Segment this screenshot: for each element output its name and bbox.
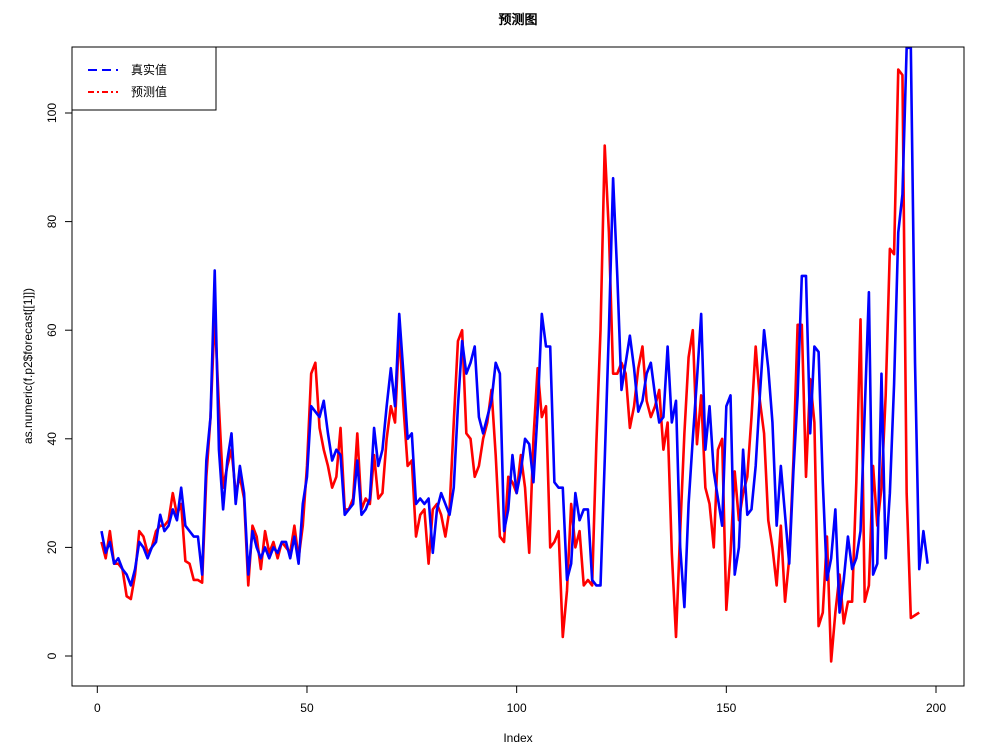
legend-box bbox=[71, 46, 217, 111]
series-line-real bbox=[100, 47, 929, 614]
x-axis-label: Index bbox=[503, 731, 532, 745]
y-tick-label: 0 bbox=[45, 652, 59, 659]
x-tick-label: 50 bbox=[300, 701, 314, 715]
chart-title: 预测图 bbox=[498, 12, 537, 28]
legend: 真实值 预测值 bbox=[71, 46, 217, 111]
y-axis-label: as.numeric(f.p2$forecast[[1]]) bbox=[21, 288, 35, 444]
x-tick-label: 200 bbox=[926, 701, 946, 715]
plot-box bbox=[71, 46, 965, 687]
y-tick-label: 20 bbox=[45, 540, 59, 554]
legend-label-real: 真实值 bbox=[131, 62, 167, 77]
series-line-forecast bbox=[100, 68, 920, 663]
y-tick-label: 80 bbox=[45, 215, 59, 229]
x-tick-label: 150 bbox=[716, 701, 736, 715]
y-tick-label: 40 bbox=[45, 432, 59, 446]
axes: 0 50 100 150 200 0 20 40 60 80 100 bbox=[45, 103, 946, 715]
x-tick-label: 100 bbox=[507, 701, 527, 715]
legend-label-forecast: 预测值 bbox=[131, 84, 167, 99]
y-tick-label: 100 bbox=[45, 103, 59, 123]
series-layer bbox=[100, 47, 929, 663]
y-tick-label: 60 bbox=[45, 323, 59, 337]
x-tick-label: 0 bbox=[94, 701, 101, 715]
